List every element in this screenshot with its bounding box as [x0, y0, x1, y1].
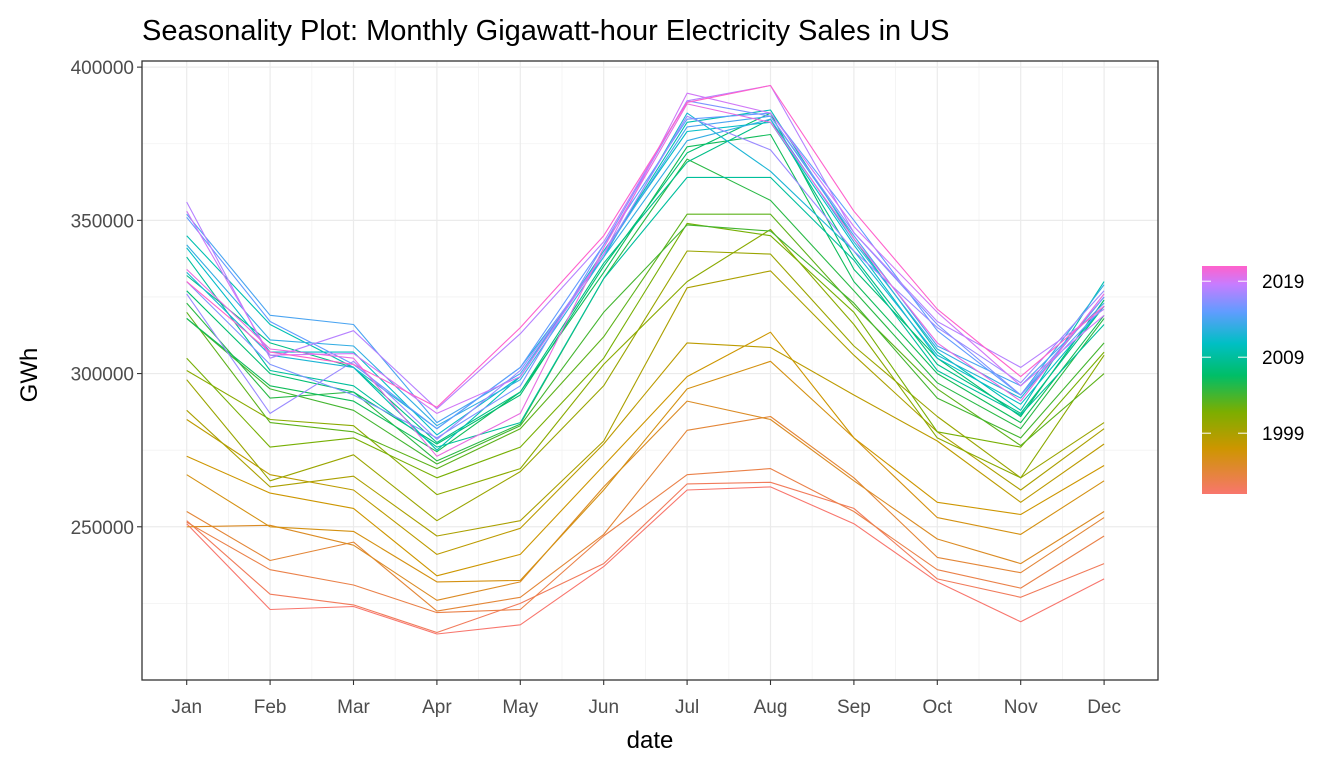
- y-tick-label: 350000: [71, 211, 134, 232]
- x-tick-label-nov: Nov: [1004, 697, 1038, 718]
- series-line-2021: [186, 84, 1105, 408]
- x-tick-label-may: May: [502, 697, 538, 718]
- series-line-1995: [186, 400, 1105, 601]
- series-line-2000: [186, 250, 1105, 522]
- series-line-2013: [186, 118, 1105, 427]
- series-line-2009: [186, 176, 1105, 448]
- y-tick-label: 250000: [71, 518, 134, 539]
- series-line-2004: [186, 224, 1105, 465]
- legend-label-2019: 2019: [1262, 272, 1304, 293]
- color-legend: 1999 2009 2019: [1202, 266, 1304, 494]
- chart-title: Seasonality Plot: Monthly Gigawatt-hour …: [142, 15, 950, 47]
- series-line-1996: [186, 360, 1105, 583]
- x-axis: Jan Feb Mar Apr May Jun Jul Aug Sep Oct Nov Dec: [171, 680, 1121, 718]
- x-tick-label-apr: Apr: [422, 697, 452, 718]
- y-tick-label: 300000: [71, 365, 134, 386]
- series-line-1994: [186, 415, 1105, 612]
- legend-colorbar: [1202, 266, 1247, 494]
- x-tick-label-aug: Aug: [754, 697, 788, 718]
- panel-background: [142, 61, 1158, 680]
- x-tick-label-mar: Mar: [337, 697, 370, 718]
- y-axis-title: GWh: [16, 348, 43, 403]
- x-tick-label-jul: Jul: [675, 697, 699, 718]
- series-line-2020: [186, 103, 1105, 457]
- series-line-2019: [186, 92, 1105, 414]
- series-line-1991: [186, 486, 1105, 635]
- legend-label-1999: 1999: [1262, 424, 1304, 445]
- series-line-2005: [186, 158, 1105, 462]
- series-line-2008: [186, 118, 1105, 444]
- series-line-2015: [186, 112, 1105, 430]
- y-tick-label: 400000: [71, 58, 134, 79]
- series-line-2002: [186, 222, 1105, 479]
- panel-border: [141, 60, 1159, 681]
- series-line-2001: [186, 228, 1105, 496]
- plot-panel: [141, 60, 1159, 681]
- series-line-2007: [186, 112, 1105, 445]
- series-line-1999: [186, 270, 1105, 537]
- x-tick-label-sep: Sep: [837, 697, 871, 718]
- series-line-1997: [186, 331, 1105, 577]
- legend-label-2009: 2009: [1262, 348, 1304, 369]
- y-axis: 250000 300000 350000 400000: [71, 58, 142, 539]
- x-tick-label-dec: Dec: [1087, 697, 1121, 718]
- series-line-2003: [186, 213, 1105, 470]
- series-line-1998: [186, 342, 1105, 555]
- series-line-1993: [186, 468, 1105, 614]
- x-axis-title: date: [627, 727, 674, 754]
- series-line-1992: [186, 481, 1105, 634]
- series-line-2017: [186, 115, 1105, 440]
- x-tick-label-feb: Feb: [254, 697, 287, 718]
- x-tick-label-jan: Jan: [171, 697, 202, 718]
- x-tick-label-oct: Oct: [923, 697, 953, 718]
- series-line-2018: [186, 84, 1105, 410]
- x-tick-label-jun: Jun: [588, 697, 619, 718]
